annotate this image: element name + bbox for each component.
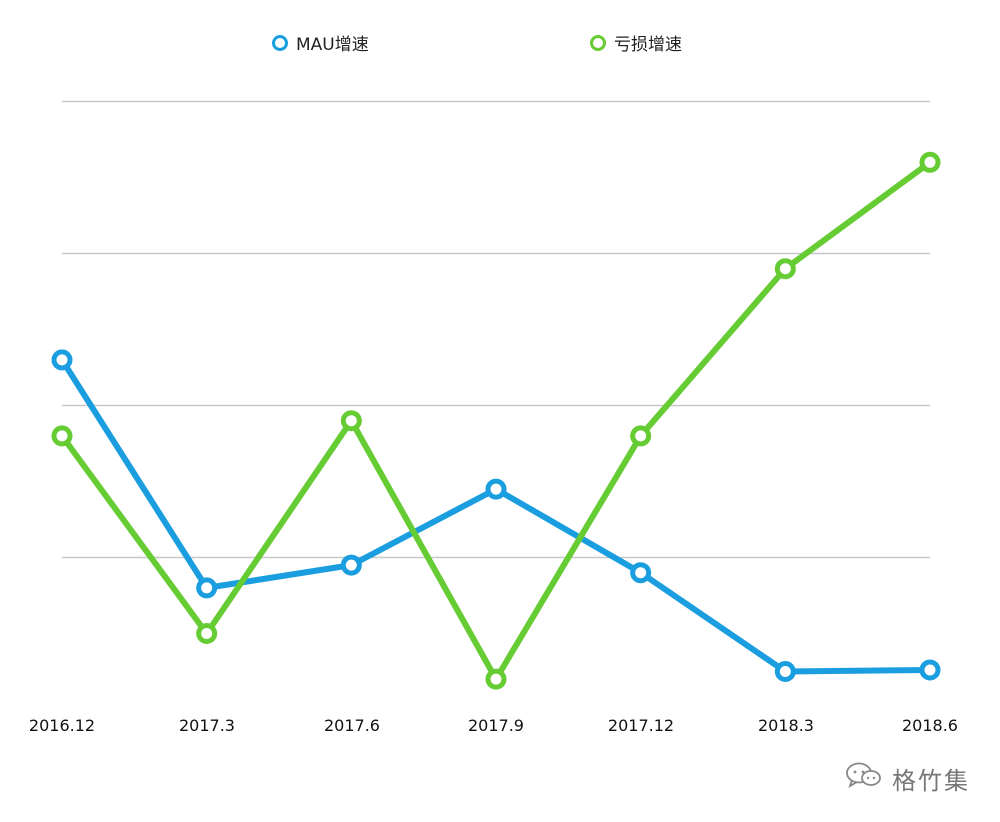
- data-point-1: [340, 410, 362, 432]
- wechat-icon: [844, 760, 884, 796]
- watermark: 格竹集: [844, 760, 970, 796]
- chart-legend: MAU增速 亏损增速: [0, 30, 1000, 55]
- legend-label-mau: MAU增速: [296, 35, 369, 55]
- legend-marker-loss: [590, 34, 606, 51]
- data-point-1: [774, 258, 796, 280]
- legend-label-loss: 亏损增速: [614, 35, 682, 55]
- data-point-0: [196, 577, 218, 599]
- data-point-0: [51, 349, 73, 371]
- data-point-1: [485, 668, 507, 690]
- legend-marker-mau: [272, 34, 288, 51]
- x-tick-label: 2018.3: [758, 716, 814, 735]
- data-point-0: [340, 554, 362, 576]
- series-line-1: [59, 159, 932, 683]
- data-point-1: [630, 425, 652, 447]
- x-tick-label: 2017.3: [179, 716, 235, 735]
- data-point-0: [630, 562, 652, 584]
- data-point-1: [196, 623, 218, 644]
- data-point-1: [51, 425, 73, 447]
- x-tick-label: 2017.12: [607, 716, 675, 735]
- x-tick-label: 2017.9: [468, 716, 524, 735]
- data-point-0: [774, 661, 796, 682]
- legend-item-mau: MAU增速: [272, 30, 369, 55]
- watermark-text: 格竹集: [892, 766, 970, 795]
- series-line-0: [59, 358, 931, 675]
- data-point-0: [919, 659, 941, 681]
- x-tick-label: 2017.6: [324, 716, 380, 735]
- data-point-1: [919, 151, 941, 173]
- data-point-0: [485, 478, 507, 500]
- x-tick-label: 2018.6: [902, 716, 958, 735]
- legend-item-loss: 亏损增速: [590, 30, 682, 55]
- x-tick-label: 2016.12: [28, 716, 96, 735]
